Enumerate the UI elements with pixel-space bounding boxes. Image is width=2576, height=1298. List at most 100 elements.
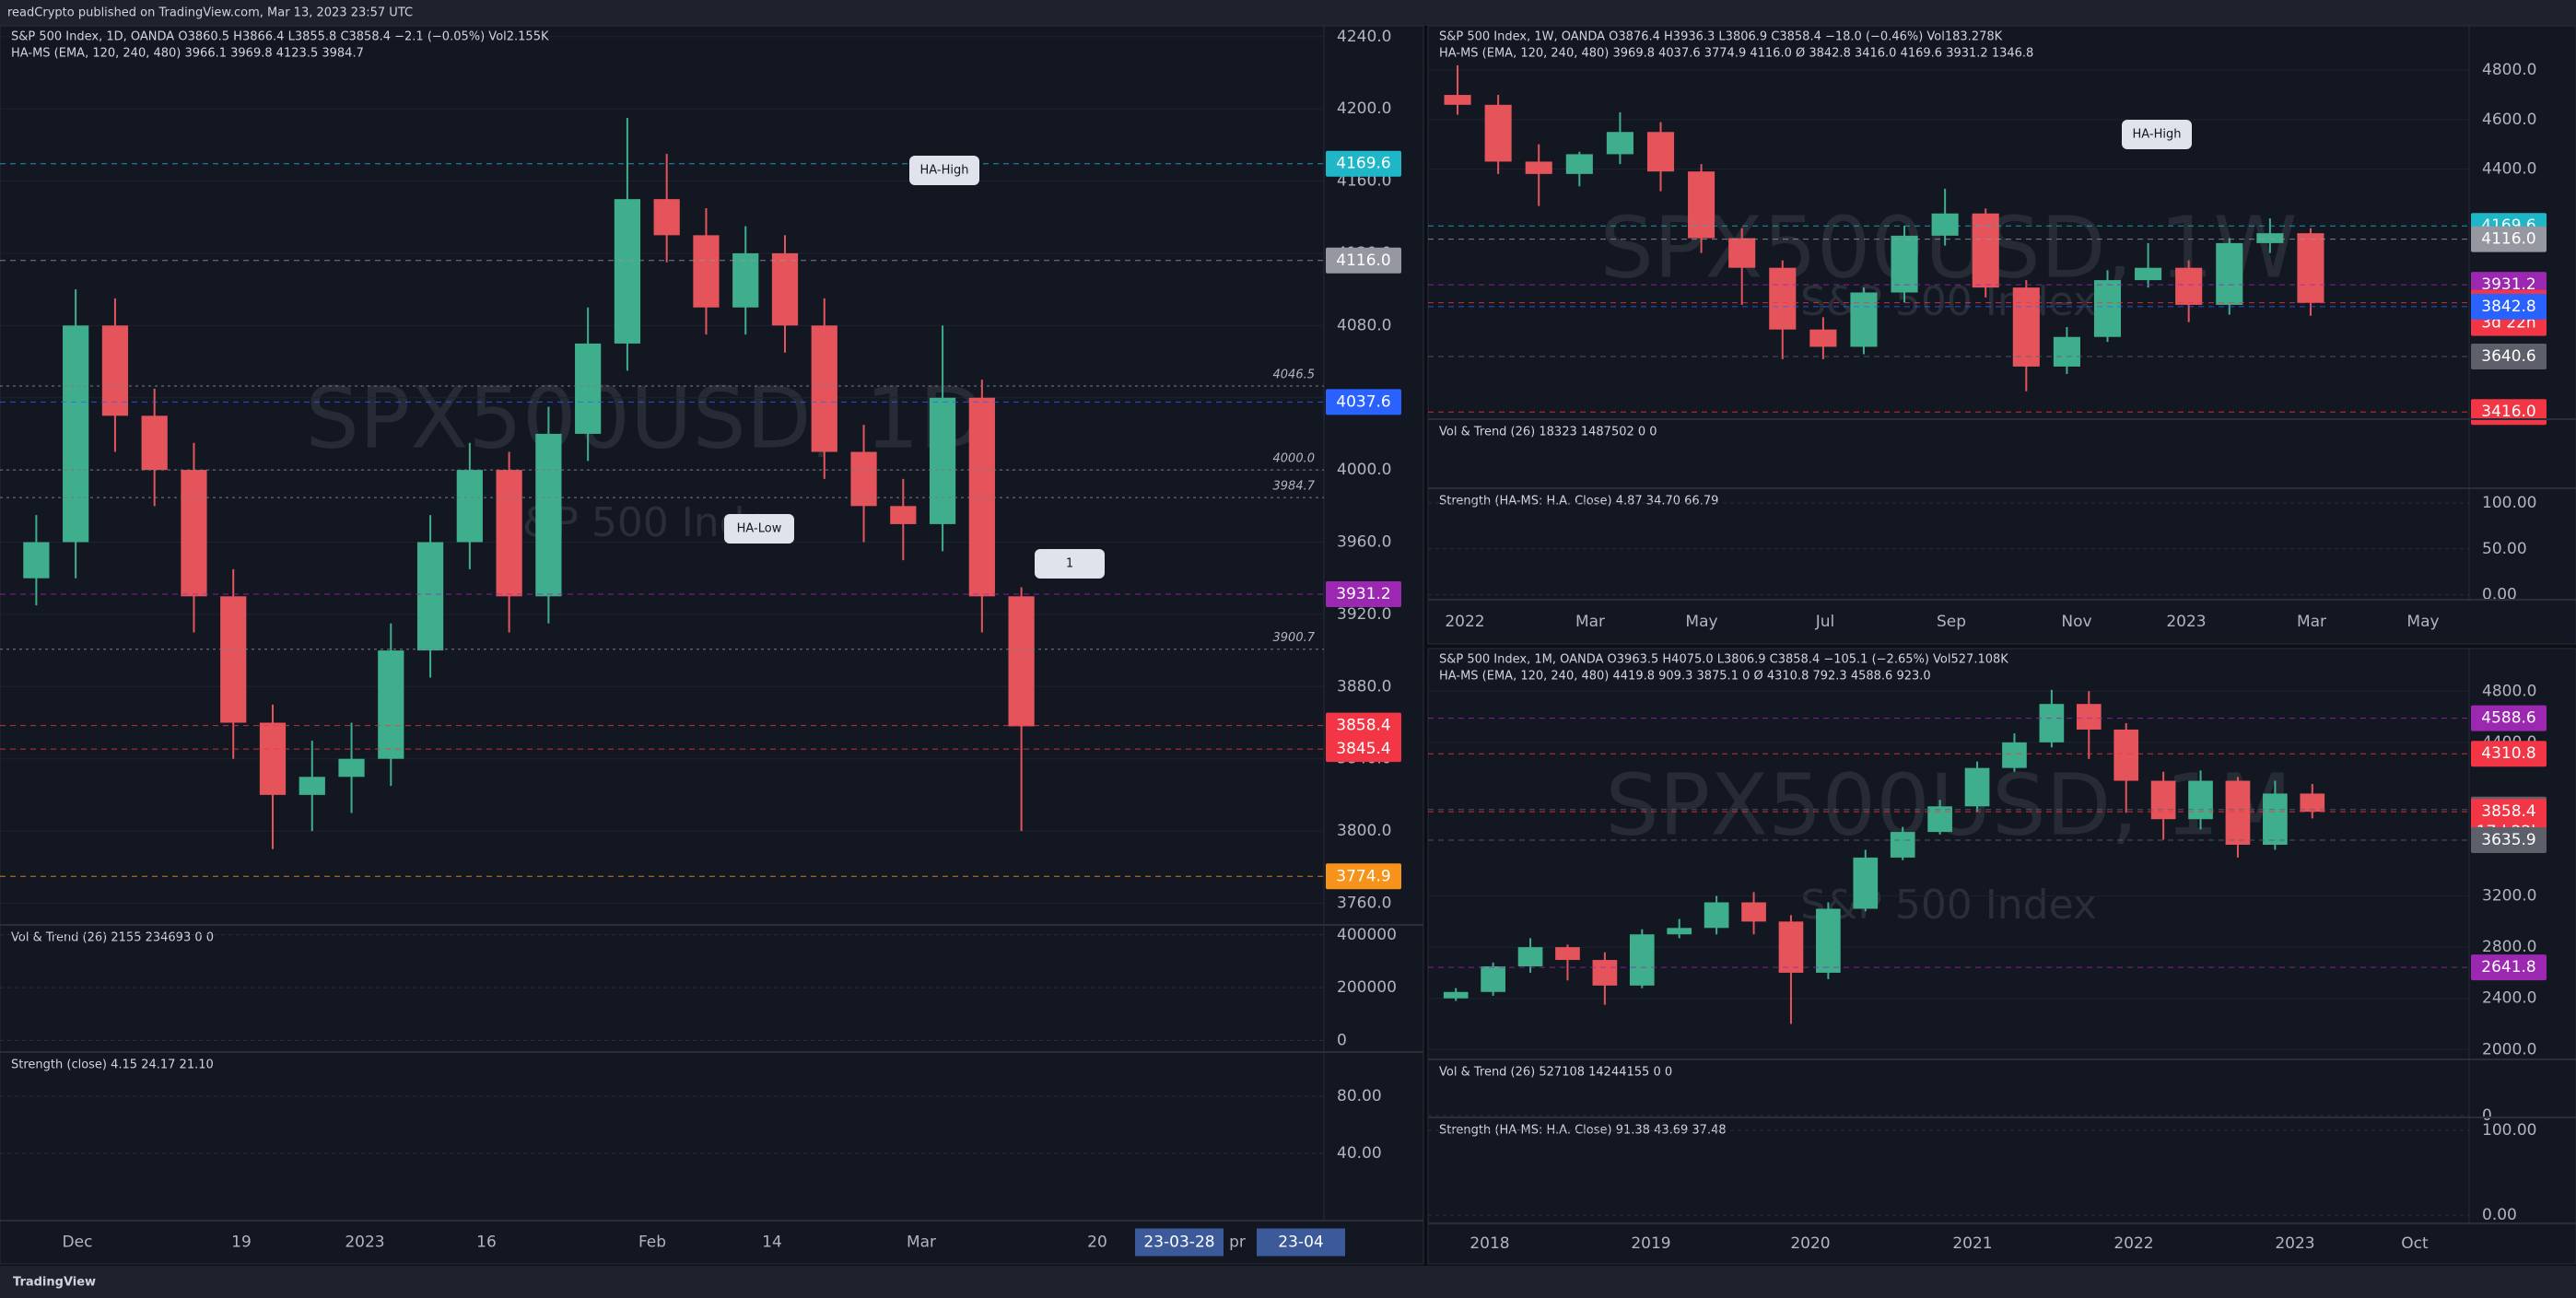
candle-body (101, 325, 129, 416)
x-tick-label: 20 (1087, 1234, 1107, 1252)
pane-title: Vol & Trend (26) 527108 14244155 0 0 (1439, 1066, 1672, 1080)
candle-body (732, 252, 759, 308)
level-label: 3900.7 (1273, 631, 1316, 645)
price-tag (2471, 954, 2547, 981)
candle-body (496, 470, 522, 597)
publish-info: readCrypto published on TradingView.com,… (7, 6, 413, 20)
pane-title: Strength (HA-MS: H.A. Close) 91.38 43.69… (1439, 1124, 1727, 1138)
candle-body (2012, 287, 2040, 367)
price-tag-label: 3416.0 (2481, 403, 2535, 421)
y-tick-label: 80.00 (1337, 1087, 1382, 1105)
watermark: S&P 500 Index (1800, 278, 2097, 325)
price-tag-label: 3774.9 (1336, 867, 1390, 885)
price-tag-label: 3858.4 (2481, 802, 2535, 821)
annotation: HA-High (920, 164, 969, 178)
candle-body (1769, 267, 1797, 330)
candle-body (220, 596, 247, 723)
pane-title: Vol & Trend (26) 2155 234693 0 0 (11, 931, 214, 945)
price-tag (2471, 344, 2547, 370)
y-tick-label: 2400.0 (2482, 989, 2536, 1008)
candle-body (2053, 336, 2080, 367)
candle-body (614, 199, 641, 344)
y-tick-label: 3200.0 (2482, 887, 2536, 906)
price-tag-label: 4116.0 (2481, 230, 2535, 249)
candle-body (299, 777, 325, 795)
y-tick-label: 3800.0 (1337, 822, 1391, 840)
y-tick-label: 4000.0 (1337, 461, 1391, 479)
price-tag-label: 3635.9 (2481, 831, 2535, 849)
candle-body (141, 415, 168, 471)
legend-line: S&P 500 Index, 1D, OANDA O3860.5 H3866.4… (11, 30, 549, 44)
price-tag (1326, 736, 1401, 763)
y-tick-label: 100.00 (2482, 494, 2536, 512)
candle-body (2093, 280, 2122, 337)
price-tag (1326, 863, 1401, 890)
pane-title: Strength (close) 4.15 24.17 21.10 (11, 1058, 214, 1072)
x-tick-label: Oct (2401, 1234, 2429, 1253)
level-label: 4000.0 (1273, 452, 1316, 466)
brand: TradingView (13, 1276, 96, 1290)
x-tick-label: Mar (2297, 613, 2326, 631)
annotation-box (724, 514, 794, 544)
price-tag-label: 4310.8 (2481, 744, 2535, 763)
candle-body (1646, 132, 1675, 172)
candle-body (1484, 104, 1512, 162)
candle-body (1517, 947, 1543, 966)
candle-body (1927, 806, 1952, 833)
candle-body (2297, 233, 2324, 303)
y-tick-label: 3880.0 (1337, 677, 1391, 696)
price-tag-label: 2641.8 (2481, 958, 2535, 976)
candle-body (1778, 921, 1804, 973)
y-tick-label: 3960.0 (1337, 533, 1391, 552)
y-tick-label: 4080.0 (1337, 316, 1391, 334)
annotation: HA-High (2133, 128, 2182, 142)
price-tag-label: 3858.4 (1336, 717, 1390, 735)
candle-body (2135, 267, 2162, 281)
candle-body (771, 252, 799, 326)
x-tick-label: 2023 (345, 1234, 384, 1252)
candle-body (1741, 902, 1766, 922)
x-tick-label: Nov (2061, 613, 2091, 631)
price-tag-label: 4169.6 (1336, 155, 1390, 173)
candle-body (1891, 235, 1918, 293)
candle-body (1592, 960, 1618, 986)
y-tick-label: 4200.0 (1337, 99, 1391, 118)
price-tag (1326, 389, 1401, 415)
candle-body (1444, 95, 1471, 105)
pane-title: Strength (HA-MS: H.A. Close) 4.87 34.70 … (1439, 495, 1718, 509)
annotation: HA-Low (737, 522, 782, 536)
x-tick-label: 2018 (1469, 1234, 1509, 1253)
price-tag-label: 4588.6 (2481, 709, 2535, 728)
candle-body (653, 199, 680, 236)
candle-body (1555, 947, 1580, 961)
candle-body (1704, 902, 1729, 929)
y-tick-label: 0 (2482, 1106, 2492, 1125)
price-tag-label: 3842.8 (2481, 298, 2535, 316)
x-tick-label: Sep (1937, 613, 1966, 631)
y-tick-label: 400000 (1337, 926, 1397, 944)
candle-body (2216, 242, 2243, 305)
candle-body (1850, 292, 1878, 347)
y-tick-label: 0.00 (2482, 586, 2517, 604)
annotation: 1 (1066, 557, 1073, 571)
x-tick-label: pr (1229, 1234, 1246, 1252)
price-tag (2471, 827, 2547, 854)
candle-body (1972, 213, 1999, 288)
price-tag (2471, 226, 2547, 252)
y-tick-label: 4240.0 (1337, 28, 1391, 46)
x-tick-label: 16 (476, 1234, 497, 1252)
candle-body (890, 506, 917, 524)
legend-line: S&P 500 Index, 1M, OANDA O3963.5 H4075.0… (1439, 653, 2008, 667)
candle-body (1667, 928, 1692, 935)
bottom-bar (0, 1266, 2576, 1298)
candle-body (1481, 965, 1505, 992)
y-tick-label: 4400.0 (2482, 159, 2536, 178)
watermark: S&P 500 Index (1800, 882, 2097, 929)
candle-body (2039, 704, 2065, 743)
annotation-box (2122, 120, 2192, 149)
legend-line: S&P 500 Index, 1W, OANDA O3876.4 H3936.3… (1439, 30, 2003, 44)
watermark: SPX500USD, 1M (1605, 755, 2291, 854)
x-tick-label: 2021 (1952, 1234, 1992, 1253)
candle-body (1890, 832, 1915, 858)
annotation-box (1035, 549, 1105, 579)
